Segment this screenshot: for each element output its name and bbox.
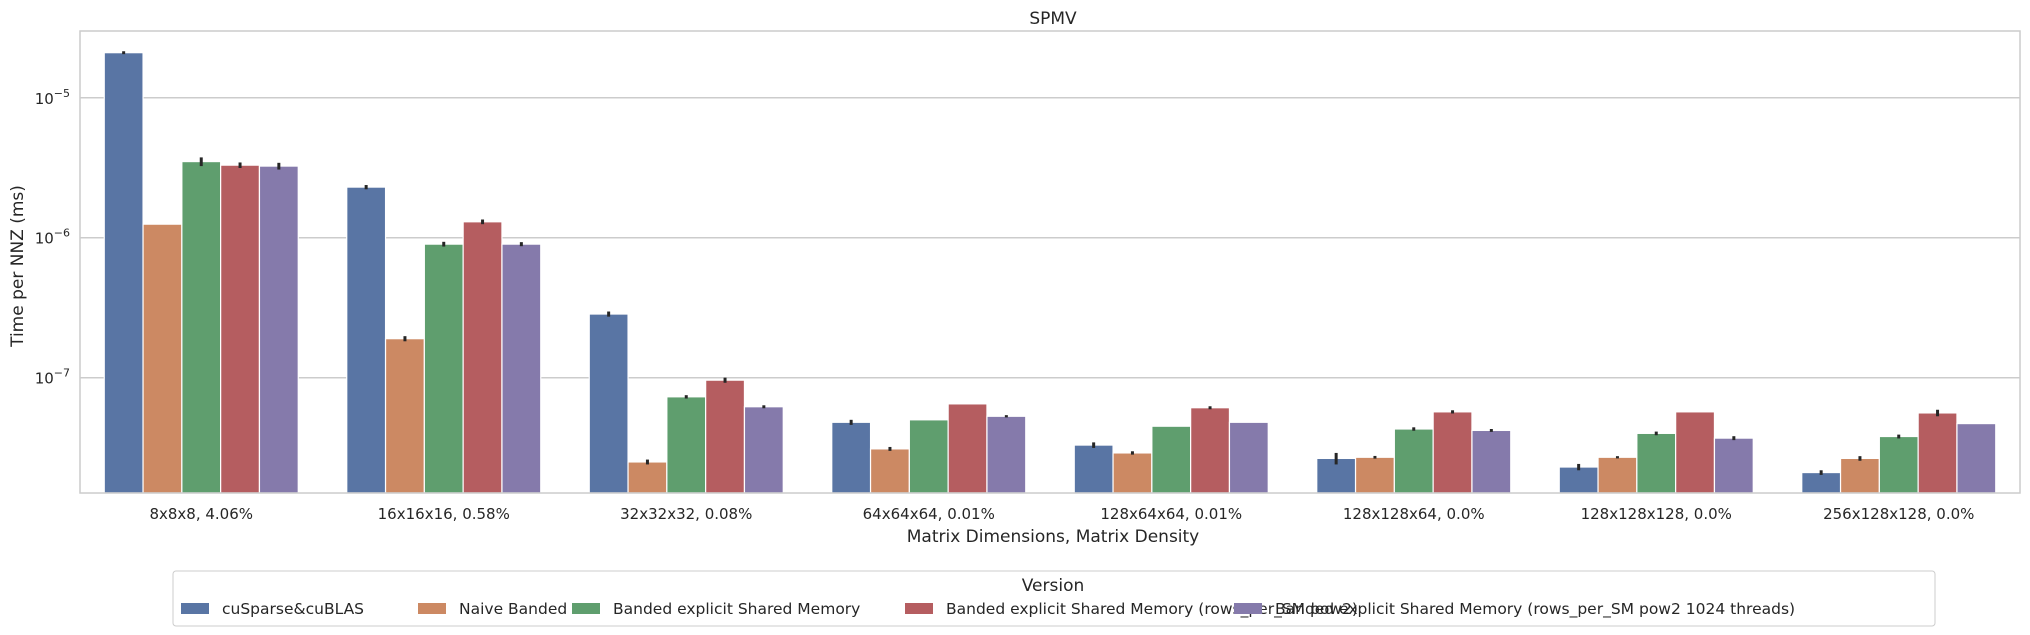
x-tick-label: 32x32x32, 0.08% [620,505,752,523]
bar [1228,421,1269,494]
bar [1917,412,1958,494]
x-tick-label: 64x64x64, 0.01% [863,505,995,523]
legend-label: Banded explicit Shared Memory (rows_per_… [1275,600,1795,619]
legend-items: cuSparse&cuBLAS Naive Banded Banded explic… [181,600,1795,619]
x-tick-label: 16x16x16, 0.58% [378,505,510,523]
bar [1713,437,1754,494]
bar [743,406,784,494]
y-tick-base: 10 [35,370,54,388]
bar [1801,471,1842,494]
bar [1393,428,1434,494]
y-tick-exponent: −6 [54,227,70,240]
error-bars [122,51,1940,475]
y-tick-base: 10 [35,230,54,248]
bar [220,164,261,494]
bar [142,223,183,494]
legend-label: Naive Banded [459,600,567,618]
bar [1354,456,1395,494]
bar [462,221,503,494]
bar [947,403,988,494]
bar [384,338,425,494]
bar [666,396,707,494]
bar [908,419,949,494]
legend-swatch [418,603,446,614]
legend-label: Banded explicit Shared Memory [613,600,860,618]
y-tick-label: 10−6 [35,227,70,248]
bar [1432,411,1473,494]
y-tick-label: 10−5 [35,87,70,108]
bar [501,243,542,494]
x-tick-label: 128x64x64, 0.01% [1100,505,1242,523]
y-axis-label: Time per NNZ (ms) [8,185,28,348]
chart-title: SPMV [1029,9,1077,29]
legend-swatch [905,603,933,614]
bar [258,165,299,494]
bar [1839,457,1880,494]
bar [831,421,872,494]
bar [1112,452,1153,494]
bar [1636,432,1677,494]
bar [869,448,910,494]
bars [103,52,1997,494]
x-tick-label: 8x8x8, 4.06% [149,505,253,523]
bar [1471,429,1512,494]
y-tick-base: 10 [35,90,54,108]
legend-title: Version [1022,576,1085,596]
bar [588,313,629,494]
bar [1558,466,1599,494]
x-tick-label: 128x128x128, 0.0% [1581,505,1732,523]
y-tick-exponent: −5 [54,87,70,100]
bar [1597,456,1638,494]
bar [181,160,222,494]
legend-swatch [1234,603,1262,614]
legend-swatch [181,603,209,614]
bar [1675,411,1716,494]
y-tick-labels: 10−710−610−5 [35,87,70,388]
x-tick-labels: 8x8x8, 4.06% 16x16x16, 0.58% 32x32x32, 0.0… [149,505,1974,523]
bar [1190,407,1231,494]
plot-frame [79,30,2021,494]
bar [103,52,144,494]
y-tick-label: 10−7 [35,367,70,388]
legend-label: cuSparse&cuBLAS [222,600,364,618]
x-tick-label: 128x128x64, 0.0% [1343,505,1485,523]
bar [627,461,668,494]
bar [986,415,1027,494]
bar [346,186,387,494]
bar [705,379,746,494]
legend-frame [172,570,1936,627]
y-tick-exponent: −7 [54,367,70,380]
bar [1073,444,1114,494]
x-tick-label: 256x128x128, 0.0% [1823,505,1974,523]
legend-swatch [572,603,600,614]
x-axis-label: Matrix Dimensions, Matrix Density [907,527,1200,547]
bar [1878,435,1919,494]
bar [1956,422,1997,494]
legend: Version cuSparse&cuBLAS Naive Banded Bande… [172,570,1936,627]
bar [423,243,464,494]
bar [1151,425,1192,494]
